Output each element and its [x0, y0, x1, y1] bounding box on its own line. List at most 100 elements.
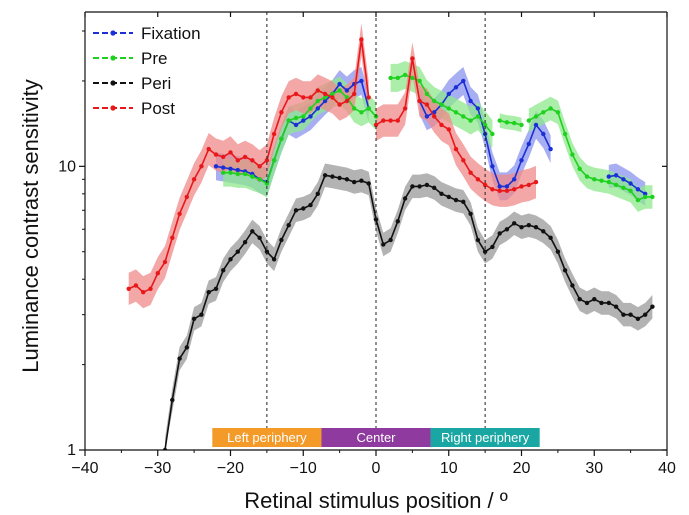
point-post	[417, 98, 422, 104]
point-fixation	[621, 177, 626, 182]
point-peri	[221, 268, 226, 273]
point-pre	[322, 95, 328, 100]
point-peri	[330, 174, 335, 179]
point-peri	[213, 286, 219, 291]
point-pre	[257, 177, 262, 182]
point-peri	[577, 297, 582, 302]
point-pre	[432, 98, 437, 104]
point-peri	[250, 229, 255, 234]
point-peri	[242, 240, 248, 245]
point-fixation	[344, 88, 350, 93]
point-pre	[541, 110, 546, 115]
point-peri	[177, 356, 182, 361]
point-peri	[606, 300, 611, 306]
point-peri	[643, 312, 648, 317]
point-peri	[279, 237, 284, 243]
point-fixation	[606, 174, 611, 179]
point-peri	[432, 185, 437, 190]
point-peri	[512, 221, 517, 226]
legend: Fixation Pre Peri Post	[93, 24, 201, 118]
point-post	[170, 235, 175, 240]
point-post	[352, 91, 357, 97]
line-peri-0	[164, 174, 653, 450]
y-tick-label: 10	[58, 158, 76, 175]
legend-label-post: Post	[141, 99, 175, 118]
band-post-0	[128, 23, 369, 309]
point-fixation	[548, 146, 553, 152]
legend-label-pre: Pre	[141, 49, 167, 68]
point-post	[148, 286, 153, 291]
point-pre	[424, 91, 430, 97]
point-peri	[424, 182, 430, 188]
point-post	[533, 179, 539, 185]
point-pre	[308, 106, 313, 111]
point-pre	[606, 179, 611, 185]
point-post	[199, 164, 204, 169]
point-fixation	[613, 173, 619, 178]
point-pre	[650, 194, 655, 200]
point-peri	[344, 177, 350, 182]
point-pre	[562, 131, 568, 137]
point-pre	[570, 152, 575, 157]
point-post	[439, 122, 444, 128]
region-bar	[321, 428, 431, 447]
point-post	[141, 290, 146, 295]
point-peri	[359, 178, 364, 183]
point-fixation	[322, 98, 328, 104]
point-pre	[271, 158, 277, 163]
point-peri	[584, 300, 590, 306]
point-pre	[635, 197, 641, 203]
point-fixation	[519, 158, 524, 163]
point-post	[330, 95, 335, 100]
point-post	[221, 154, 226, 160]
point-pre	[643, 194, 648, 200]
x-axis-label: Retinal stimulus position / º	[244, 488, 508, 513]
point-peri	[599, 300, 604, 306]
point-post	[184, 194, 189, 200]
x-tick-label: 10	[440, 460, 458, 477]
plot-layer	[126, 23, 655, 450]
point-post	[373, 122, 379, 128]
point-pre	[453, 110, 459, 115]
point-post	[293, 91, 299, 97]
point-post	[344, 98, 350, 104]
region-bar	[212, 428, 322, 447]
y-tick-label: 1	[67, 442, 76, 459]
point-peri	[446, 194, 451, 200]
point-post	[497, 188, 502, 193]
point-peri	[206, 290, 211, 295]
point-peri	[170, 397, 175, 403]
point-post	[301, 95, 306, 100]
point-peri	[395, 219, 400, 224]
point-pre	[482, 122, 488, 128]
point-pre	[410, 75, 415, 81]
point-pre	[504, 120, 510, 125]
point-peri	[461, 199, 466, 204]
x-tick-label: 30	[585, 460, 603, 477]
point-post	[228, 150, 233, 155]
point-fixation	[424, 114, 430, 119]
point-post	[271, 131, 277, 137]
point-fixation	[512, 177, 517, 182]
point-peri	[555, 249, 561, 254]
band-peri-0	[165, 163, 653, 450]
point-peri	[504, 227, 510, 232]
line-fixation-0	[215, 79, 370, 184]
point-pre	[439, 102, 444, 107]
point-pre	[461, 114, 466, 119]
point-pre	[344, 95, 350, 100]
legend-marker-fixation	[110, 30, 116, 36]
point-peri	[548, 235, 553, 240]
point-pre	[352, 106, 357, 111]
point-fixation	[293, 122, 299, 128]
point-pre	[264, 181, 270, 186]
point-post	[424, 102, 430, 107]
point-peri	[235, 249, 240, 254]
point-peri	[541, 229, 546, 234]
point-fixation	[490, 164, 495, 169]
line-post-0	[128, 39, 370, 294]
point-post	[381, 118, 386, 123]
point-fixation	[533, 122, 539, 128]
point-pre	[519, 122, 524, 128]
